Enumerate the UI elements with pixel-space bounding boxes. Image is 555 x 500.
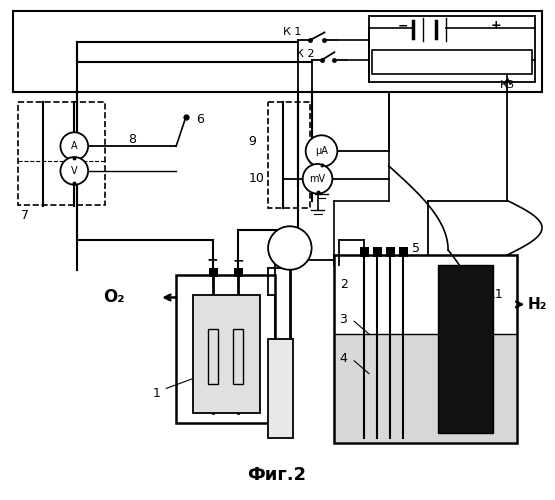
Text: 8: 8 [128, 132, 135, 145]
Bar [360, 247, 369, 257]
Text: 10: 10 [248, 172, 264, 186]
Text: V: V [71, 166, 78, 176]
Text: 3: 3 [339, 312, 347, 326]
Text: 4: 4 [339, 352, 347, 366]
Text: O₂: O₂ [103, 288, 124, 306]
Text: 1: 1 [153, 387, 160, 400]
Circle shape [306, 136, 337, 167]
Bar [194, 296, 259, 412]
Bar [208, 329, 218, 384]
Bar [18, 102, 105, 206]
Bar [193, 294, 260, 413]
Bar [234, 329, 244, 384]
Text: 6: 6 [196, 113, 204, 126]
Text: 11: 11 [488, 288, 503, 301]
Circle shape [268, 226, 311, 270]
Text: +: + [490, 19, 501, 32]
Text: mV: mV [310, 174, 326, 184]
Text: 9: 9 [249, 134, 256, 147]
Bar [386, 247, 395, 257]
Bar [209, 268, 218, 276]
Bar [369, 16, 535, 82]
Bar [372, 50, 532, 74]
Text: 7: 7 [21, 209, 29, 222]
Bar [268, 102, 310, 208]
Text: μA: μA [315, 146, 328, 156]
Text: Фиг.2: Фиг.2 [248, 466, 306, 484]
Bar [398, 247, 407, 257]
Text: КЗ: КЗ [500, 80, 515, 90]
Text: +: + [207, 253, 219, 267]
Bar [335, 334, 516, 442]
Text: −: − [233, 253, 244, 267]
Bar [234, 268, 244, 276]
Bar [334, 255, 517, 443]
Bar [438, 265, 493, 433]
Bar [269, 398, 292, 437]
Bar [176, 274, 275, 423]
Text: −: − [397, 19, 408, 32]
Text: 5: 5 [412, 242, 421, 254]
Bar [373, 247, 382, 257]
Circle shape [302, 164, 332, 194]
Text: К 1: К 1 [283, 28, 301, 38]
Text: К 2: К 2 [296, 49, 314, 59]
Circle shape [60, 157, 88, 184]
Text: A: A [71, 141, 78, 151]
Text: H₂: H₂ [527, 297, 547, 312]
Circle shape [60, 132, 88, 160]
Text: 2: 2 [340, 278, 348, 291]
Bar [268, 339, 293, 438]
